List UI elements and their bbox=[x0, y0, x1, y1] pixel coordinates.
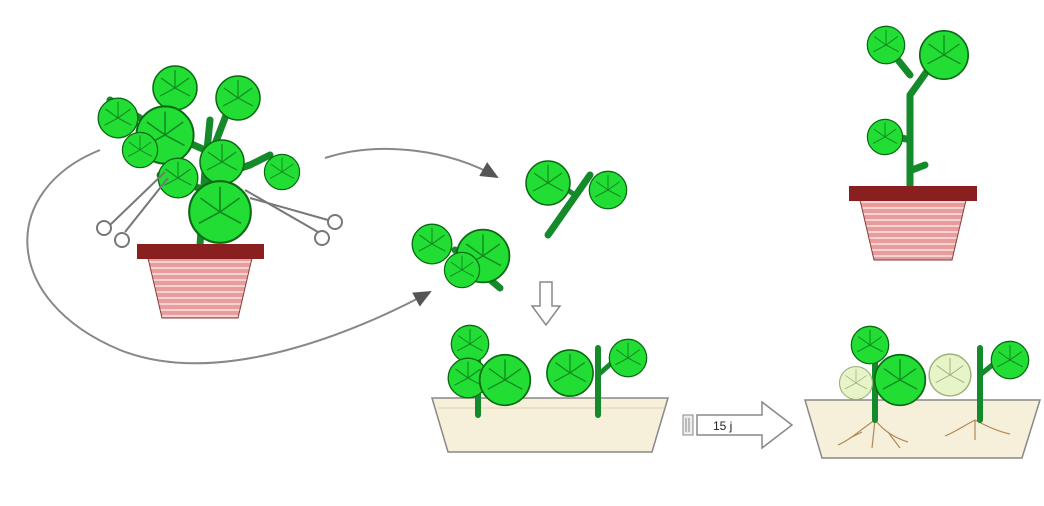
mother-plant bbox=[26, 65, 499, 365]
curved-arrow-to-lower-cutting bbox=[26, 149, 432, 365]
down-arrow-icon bbox=[530, 281, 562, 327]
final-potted-plant bbox=[849, 25, 977, 261]
duration-label: 15 j bbox=[713, 419, 732, 433]
process-arrow-icon: 15 j bbox=[682, 400, 794, 450]
rooting-tray-initial bbox=[430, 324, 670, 453]
upper-cutting bbox=[525, 160, 628, 239]
flower-pot bbox=[849, 186, 977, 261]
flower-pot bbox=[137, 244, 264, 319]
curved-arrow-to-upper-cutting bbox=[324, 147, 499, 178]
lower-cutting bbox=[411, 223, 511, 292]
rooting-tray-rooted bbox=[803, 325, 1042, 459]
scissors-icon bbox=[96, 171, 169, 248]
scissors-icon bbox=[244, 189, 343, 246]
